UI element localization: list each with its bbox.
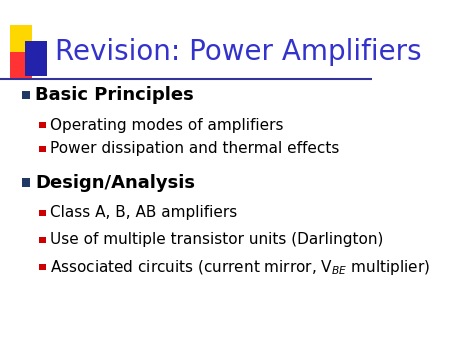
Bar [10, 52, 32, 79]
Text: Operating modes of amplifiers: Operating modes of amplifiers [50, 118, 284, 132]
Bar [10, 25, 32, 56]
Bar [25, 41, 47, 76]
Text: Associated circuits (current mirror, V$_{BE}$ multiplier): Associated circuits (current mirror, V$_… [50, 258, 430, 276]
Bar [40, 122, 46, 128]
Bar [40, 210, 46, 216]
Bar [22, 91, 31, 99]
Text: Basic Principles: Basic Principles [35, 86, 194, 104]
Bar [40, 146, 46, 152]
Bar [40, 237, 46, 243]
Bar [22, 178, 31, 187]
Text: Use of multiple transistor units (Darlington): Use of multiple transistor units (Darlin… [50, 233, 383, 247]
Bar [40, 264, 46, 270]
Text: Power dissipation and thermal effects: Power dissipation and thermal effects [50, 141, 340, 156]
Text: Class A, B, AB amplifiers: Class A, B, AB amplifiers [50, 206, 238, 220]
Text: Revision: Power Amplifiers: Revision: Power Amplifiers [55, 39, 422, 66]
Text: Design/Analysis: Design/Analysis [35, 173, 195, 192]
